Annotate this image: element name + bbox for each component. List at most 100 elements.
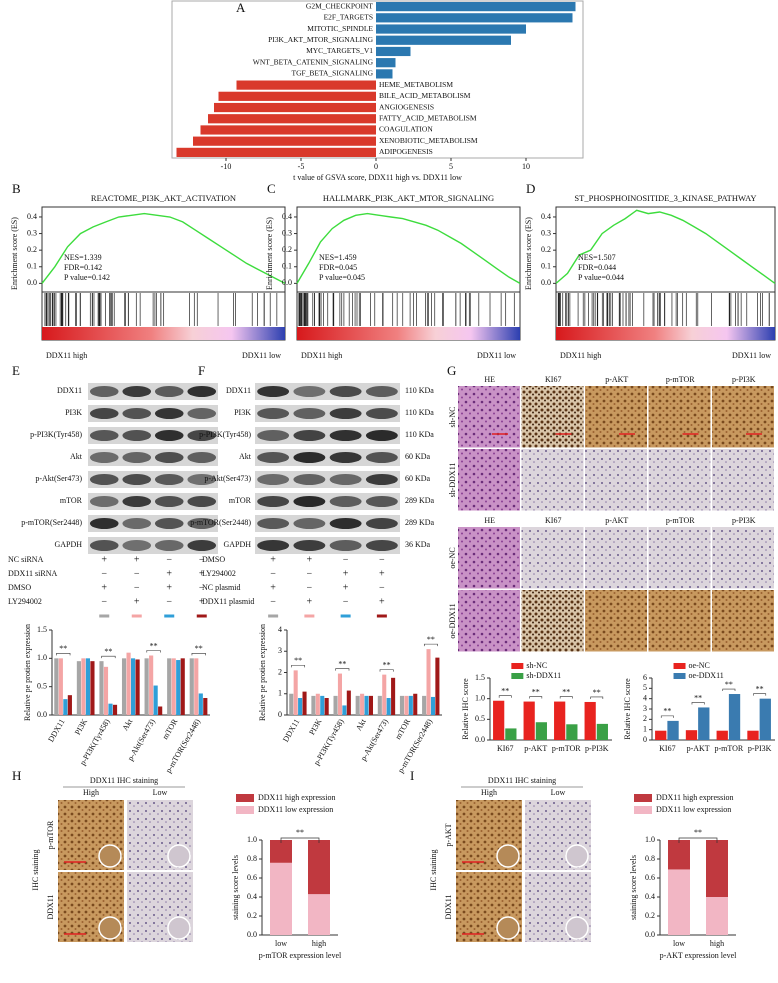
bar-segment <box>270 862 292 935</box>
treatment-label: NC plasmid <box>202 583 240 592</box>
stat-text: P value=0.142 <box>64 273 110 282</box>
blot-band <box>365 408 398 419</box>
sig-label: ** <box>296 828 304 837</box>
row-label: oe-NC <box>448 547 457 568</box>
row-label: DDX11 <box>444 894 453 919</box>
treatment-sign: − <box>379 554 385 565</box>
y-tick-label: 0.4 <box>247 892 257 901</box>
stat-text: P value=0.044 <box>578 273 624 282</box>
sig-bracket <box>498 695 512 698</box>
y-tick-label: 1 <box>643 724 647 733</box>
treatment-label: DMSO <box>202 555 225 564</box>
sig-bracket <box>691 702 705 705</box>
column-header: Low <box>153 788 168 797</box>
x-tick-label: p-mTOR <box>715 744 744 753</box>
rank-label: DDX11 high <box>46 351 87 360</box>
blot-band <box>329 408 362 419</box>
blot-band <box>293 474 326 485</box>
bar <box>103 666 109 715</box>
bar <box>360 693 365 715</box>
treatment-sign: + <box>307 596 313 607</box>
bar <box>426 649 431 715</box>
blot-band <box>329 452 362 463</box>
sig-label: ** <box>694 693 702 702</box>
rank-label: DDX11 low <box>732 351 771 360</box>
sig-bracket <box>559 696 573 699</box>
bar-label: WNT_BETA_CATENIN_SIGNALING <box>253 57 374 66</box>
treatment-sign: + <box>166 582 172 593</box>
x-tick-label: KI67 <box>659 744 675 753</box>
treatment-sign: − <box>199 582 205 593</box>
sig-label: ** <box>663 707 671 716</box>
protein-label: p-Akt(Ser473) <box>204 474 251 483</box>
bar-label: PI3K_AKT_MTOR_SIGNALING <box>268 35 373 44</box>
panel-label: H <box>12 768 21 783</box>
bar <box>422 695 427 715</box>
bar <box>180 658 185 715</box>
panel-label: E <box>12 363 20 378</box>
bar <box>99 661 104 715</box>
blot-band <box>365 452 398 463</box>
treatment-label: DDX11 siRNA <box>8 569 57 578</box>
treatment-sign: + <box>343 582 349 593</box>
bar <box>144 658 149 715</box>
stat-text: P value=0.045 <box>319 273 365 282</box>
blot-band <box>154 408 184 419</box>
rank-label: DDX11 low <box>242 351 281 360</box>
bar <box>176 660 181 715</box>
rank-bar <box>297 327 520 340</box>
treatment-sign: + <box>270 554 276 565</box>
blot-band <box>89 386 119 397</box>
bar <box>131 658 136 715</box>
blot-band <box>122 430 152 441</box>
blot-band <box>329 496 362 507</box>
bar <box>293 670 298 715</box>
y-tick-label: 0 <box>643 735 647 744</box>
bar-segment <box>270 840 292 863</box>
blot-band <box>122 518 152 529</box>
blot-strip <box>88 493 218 510</box>
bar <box>289 693 294 715</box>
ihc-inset <box>167 844 191 868</box>
sig-label: ** <box>593 688 601 697</box>
treatment-label: DDX11 plasmid <box>202 597 254 606</box>
blot-strip <box>88 383 218 400</box>
bar <box>667 720 679 740</box>
treatment-sign: − <box>343 554 349 565</box>
protein-label: GAPDH <box>54 540 82 549</box>
blot-strip <box>255 449 400 466</box>
protein-label: mTOR <box>229 496 252 505</box>
ihc-image <box>458 590 520 652</box>
bar <box>596 723 608 740</box>
side-label: IHC staining <box>429 849 438 890</box>
bar <box>408 695 413 715</box>
sig-bracket <box>678 837 718 843</box>
bar <box>584 701 596 740</box>
blot-band <box>365 386 398 397</box>
bar <box>399 695 405 715</box>
bar <box>377 695 382 715</box>
column-header: p-mTOR <box>666 375 695 384</box>
sig-label: ** <box>427 635 435 644</box>
protein-label: p-mTOR(Ser2448) <box>190 518 251 527</box>
legend-swatch <box>511 663 524 669</box>
bar <box>566 724 578 740</box>
protein-label: p-PI3K(Tyr458) <box>30 430 82 439</box>
size-label: 60 KDa <box>405 452 431 461</box>
legend-label: DDX11 high expression <box>258 793 335 802</box>
sig-bracket <box>146 650 161 653</box>
size-label: 110 KDa <box>405 408 434 417</box>
blot-band <box>329 430 362 441</box>
x-tick-label: mTOR <box>393 717 412 741</box>
legend-label: DDX11 high expression <box>656 793 733 802</box>
y-tick-label: 1.0 <box>247 835 257 844</box>
legend-swatch <box>634 794 652 802</box>
ihc-inset <box>98 844 122 868</box>
y-tick-label: 0.3 <box>541 228 551 237</box>
plot-frame <box>171 0 584 159</box>
y-tick-label: 0.0 <box>247 930 257 939</box>
blot-band <box>257 474 290 485</box>
treatment-sign: + <box>166 568 172 579</box>
blot-strip <box>255 493 400 510</box>
